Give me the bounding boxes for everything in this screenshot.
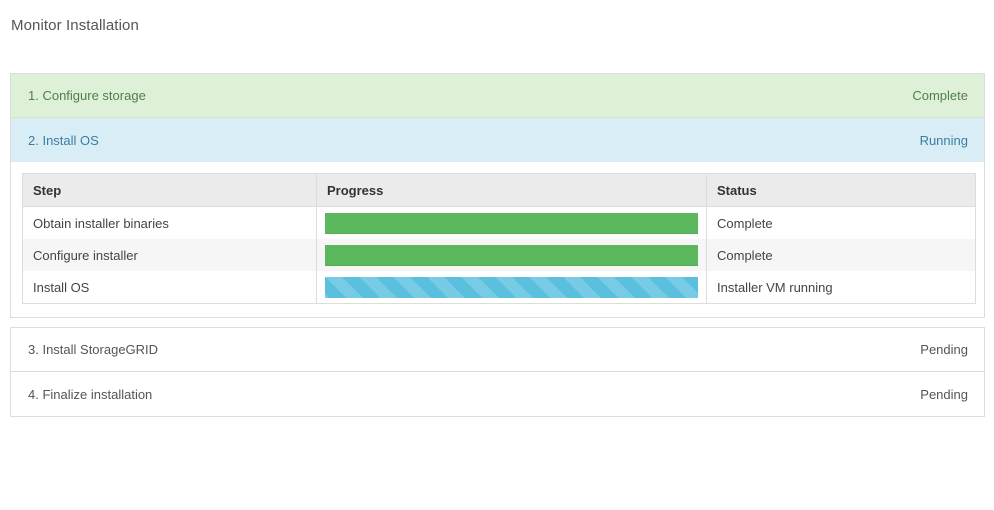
status-badge: Complete [912,88,968,103]
cell-progress [316,271,707,304]
cell-step-name: Install OS [22,271,317,304]
progress-bar-track [325,276,698,298]
table-header-row: Step Progress Status [22,173,976,207]
table-row: Install OS Installer VM running [22,271,976,304]
column-header-status: Status [706,173,976,207]
status-badge: Pending [920,342,968,357]
status-badge: Running [919,132,968,148]
status-badge: Pending [920,386,968,402]
step-row-install-storagegrid[interactable]: 3. Install StorageGRID Pending [11,328,984,372]
step-label: 3. Install StorageGRID [28,342,159,357]
column-header-progress: Progress [316,173,707,207]
step-label: 2. Install OS [28,132,99,148]
cell-step-name: Obtain installer binaries [22,206,317,239]
step-label: 1. Configure storage [28,88,146,103]
step-detail-container: Step Progress Status Obtain installer bi… [11,162,984,317]
step-row-install-os[interactable]: 2. Install OS Running [11,118,984,162]
column-header-step: Step [22,173,317,207]
page-title: Monitor Installation [11,17,139,34]
table-row: Obtain installer binaries Complete [22,206,976,239]
installation-steps-list: 1. Configure storage Complete 2. Install… [10,73,985,426]
cell-status: Complete [706,206,976,239]
cell-status: Installer VM running [706,271,976,304]
step-detail-table: Step Progress Status Obtain installer bi… [22,173,976,304]
step-row-finalize-installation[interactable]: 4. Finalize installation Pending [11,372,984,416]
progress-bar-fill [325,276,698,298]
progress-bar-fill [325,244,698,266]
cell-progress [316,239,707,271]
cell-status: Complete [706,239,976,271]
cell-step-name: Configure installer [22,239,317,271]
progress-bar-track [325,244,698,266]
step-row-configure-storage[interactable]: 1. Configure storage Complete [11,74,984,118]
progress-bar-fill [325,212,698,234]
step-label: 4. Finalize installation [28,386,153,402]
pending-steps-panel: 3. Install StorageGRID Pending 4. Finali… [10,327,985,417]
cell-progress [316,206,707,239]
progress-bar-track [325,212,698,234]
table-row: Configure installer Complete [22,239,976,271]
active-step-panel: 1. Configure storage Complete 2. Install… [10,73,985,318]
